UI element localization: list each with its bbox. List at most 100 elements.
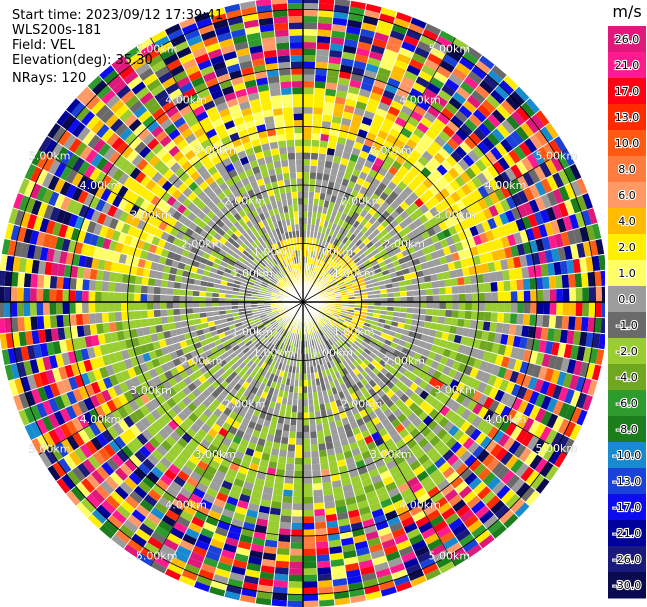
velocity-gate <box>429 514 445 528</box>
velocity-gate <box>462 436 475 450</box>
velocity-gate <box>320 468 331 477</box>
velocity-gate <box>439 59 456 74</box>
velocity-gate <box>311 332 316 340</box>
velocity-gate <box>387 443 399 454</box>
velocity-gate <box>339 64 353 74</box>
velocity-gate <box>582 287 589 302</box>
velocity-gate <box>328 56 342 65</box>
velocity-gate <box>303 9 319 17</box>
velocity-gate <box>380 297 388 302</box>
velocity-gate <box>333 342 340 350</box>
velocity-gate <box>394 170 406 181</box>
velocity-gate <box>327 338 334 346</box>
velocity-gate <box>521 432 534 448</box>
velocity-gate <box>366 266 375 273</box>
velocity-gate <box>303 237 307 244</box>
velocity-gate <box>407 569 425 582</box>
velocity-gate <box>256 590 273 600</box>
velocity-gate <box>421 348 431 358</box>
velocity-gate <box>519 254 528 268</box>
velocity-gate <box>544 464 559 482</box>
velocity-gate <box>467 441 480 455</box>
velocity-gate <box>88 279 97 292</box>
velocity-gate <box>325 82 338 91</box>
velocity-gate <box>263 545 278 555</box>
velocity-gate <box>141 318 149 328</box>
velocity-gate <box>321 319 328 325</box>
velocity-gate <box>466 192 478 205</box>
velocity-gate <box>317 9 334 18</box>
velocity-gate <box>322 422 331 431</box>
velocity-gate <box>329 43 344 52</box>
velocity-gate <box>437 130 451 143</box>
velocity-gate <box>414 263 423 272</box>
velocity-gate <box>343 104 356 114</box>
velocity-gate <box>365 462 378 472</box>
velocity-gate <box>433 180 445 192</box>
velocity-gate <box>29 287 37 302</box>
velocity-gate <box>455 268 464 278</box>
velocity-gate <box>318 449 328 458</box>
velocity-gate <box>326 288 334 293</box>
velocity-gate <box>335 340 343 348</box>
velocity-gate <box>313 100 325 109</box>
velocity-gate <box>399 307 407 313</box>
velocity-gate <box>463 454 477 468</box>
velocity-gate <box>331 315 339 320</box>
velocity-gate <box>417 437 430 449</box>
velocity-gate <box>442 246 452 256</box>
velocity-gate <box>398 47 415 59</box>
velocity-gate <box>544 221 555 237</box>
velocity-gate <box>476 172 489 186</box>
velocity-gate <box>405 284 413 292</box>
velocity-gate <box>534 181 547 197</box>
velocity-gate <box>286 345 292 353</box>
velocity-gate <box>353 453 364 463</box>
velocity-gate <box>472 445 485 459</box>
velocity-gate <box>459 373 470 385</box>
velocity-gate <box>432 369 442 380</box>
velocity-gate <box>303 464 312 471</box>
velocity-gate <box>329 268 336 275</box>
velocity-gate <box>448 493 463 508</box>
velocity-gate <box>533 422 547 439</box>
velocity-gate <box>335 256 343 264</box>
velocity-gate <box>421 458 434 471</box>
velocity-gate <box>303 490 314 497</box>
velocity-gate <box>147 277 156 287</box>
velocity-gate <box>303 555 317 562</box>
velocity-gate <box>365 241 374 249</box>
velocity-gate <box>329 259 336 267</box>
velocity-gate <box>361 22 378 33</box>
velocity-gate <box>342 276 350 282</box>
velocity-gate <box>535 276 544 290</box>
velocity-gate <box>496 123 511 139</box>
velocity-gate <box>496 484 511 500</box>
velocity-gate <box>362 272 370 279</box>
velocity-gate <box>348 515 362 525</box>
velocity-gate <box>478 232 489 244</box>
velocity-gate <box>373 32 390 43</box>
velocity-gate <box>430 100 445 113</box>
velocity-gate <box>303 126 313 134</box>
velocity-gate <box>397 110 411 122</box>
velocity-gate <box>400 41 417 53</box>
velocity-gate <box>355 357 363 365</box>
velocity-gate <box>361 450 372 460</box>
velocity-gate <box>153 294 161 302</box>
velocity-gate <box>413 187 424 198</box>
velocity-gate <box>546 190 558 207</box>
velocity-gate <box>510 346 520 360</box>
velocity-gate <box>314 411 322 419</box>
velocity-gate <box>146 293 154 302</box>
velocity-gate <box>370 359 379 368</box>
velocity-gate <box>535 314 544 328</box>
velocity-gate <box>533 165 547 182</box>
velocity-gate <box>282 423 291 432</box>
velocity-gate <box>62 289 70 302</box>
velocity-gate <box>276 396 283 404</box>
velocity-gate <box>351 383 360 393</box>
velocity-gate <box>484 311 492 322</box>
velocity-gate <box>516 347 526 361</box>
velocity-gate <box>296 412 303 419</box>
